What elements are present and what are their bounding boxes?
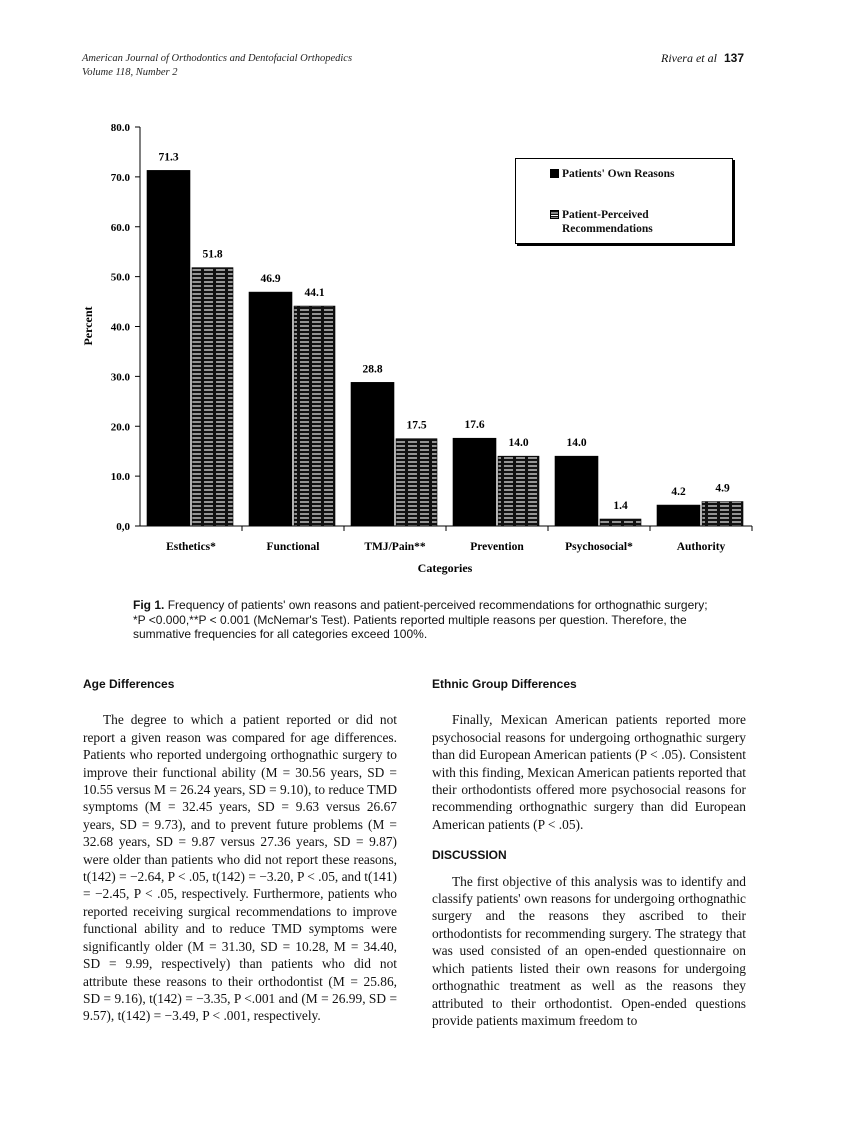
- y-tick-label: 70.0: [111, 172, 131, 184]
- legend: Patients' Own Reasons Patient-Perceived R…: [515, 158, 733, 244]
- bar: [656, 504, 701, 527]
- legend-swatch: [550, 210, 559, 219]
- bar: [599, 518, 642, 527]
- x-tick-label: Functional: [266, 541, 319, 553]
- figure-caption: Fig 1. Frequency of patients' own reason…: [133, 598, 723, 642]
- y-axis-label: Percent: [81, 306, 95, 345]
- section-heading: Age Differences: [83, 677, 175, 691]
- bar: [191, 267, 234, 527]
- value-label: 28.8: [362, 363, 382, 375]
- value-label: 51.8: [202, 249, 222, 261]
- x-tick-label: TMJ/Pain**: [364, 541, 426, 553]
- legend-item: Patients' Own Reasons: [550, 167, 682, 181]
- value-label: 1.4: [613, 500, 628, 512]
- x-tick-label: Authority: [677, 541, 726, 553]
- bar: [701, 501, 744, 527]
- y-tick-label: 80.0: [111, 122, 131, 134]
- value-label: 14.0: [508, 437, 528, 449]
- y-tick-label: 50.0: [111, 272, 131, 284]
- section-heading: Ethnic Group Differences: [432, 677, 577, 691]
- chart: Percent Categories 0,0 10.0 20.0 30.0 40.0 50…: [81, 122, 753, 575]
- bar: [293, 305, 336, 527]
- y-tick-label: 60.0: [111, 222, 131, 234]
- value-label: 46.9: [260, 273, 280, 285]
- value-label: 17.5: [406, 420, 426, 432]
- bar: [350, 382, 395, 527]
- legend-item: Patient-Perceived Recommendations: [550, 208, 682, 236]
- paragraph: The first objective of this analysis was…: [432, 873, 746, 1028]
- value-label: 4.9: [715, 483, 730, 495]
- bar: [146, 170, 191, 527]
- caption-text: Frequency of patients' own reasons and p…: [133, 598, 708, 641]
- left-column: Age Differences The degree to which a pa…: [83, 676, 397, 1025]
- value-label: 44.1: [304, 287, 324, 299]
- legend-label: Patient-Perceived Recommendations: [562, 209, 653, 235]
- bar: [248, 291, 293, 527]
- value-label: 4.2: [671, 486, 686, 498]
- y-tick-label: 40.0: [111, 322, 131, 334]
- value-label: 71.3: [158, 151, 178, 163]
- y-tick-label: 20.0: [111, 421, 131, 433]
- journal-title: American Journal of Orthodontics and Den…: [82, 53, 353, 64]
- running-head: Rivera et al 137: [661, 51, 744, 66]
- value-label: 14.0: [566, 437, 586, 449]
- bar: [554, 455, 599, 527]
- y-tick-label: 30.0: [111, 371, 131, 383]
- paragraph: Finally, Mexican American patients repor…: [432, 712, 746, 832]
- value-label: 17.6: [464, 419, 484, 431]
- volume: Volume 118, Number 2: [82, 67, 178, 78]
- section-heading: DISCUSSION: [432, 848, 507, 863]
- x-tick-label: Psychosocial*: [565, 541, 633, 553]
- legend-swatch: [550, 169, 559, 178]
- caption-label: Fig 1.: [133, 598, 165, 612]
- x-axis-label: Categories: [418, 561, 473, 575]
- paragraph: The degree to which a patient reported o…: [83, 712, 397, 1024]
- bar: [395, 438, 438, 527]
- x-tick-label: Esthetics*: [166, 541, 216, 553]
- legend-label: Patients' Own Reasons: [562, 168, 675, 180]
- y-tick-label: 0,0: [116, 521, 130, 533]
- bar: [497, 455, 540, 527]
- y-tick-label: 10.0: [111, 471, 131, 483]
- bar: [452, 437, 497, 527]
- page-number: 137: [723, 51, 744, 65]
- right-column: Ethnic Group Differences Finally, Mexica…: [432, 676, 746, 1029]
- authors: Rivera et al: [660, 51, 717, 65]
- x-tick-label: Prevention: [470, 541, 524, 553]
